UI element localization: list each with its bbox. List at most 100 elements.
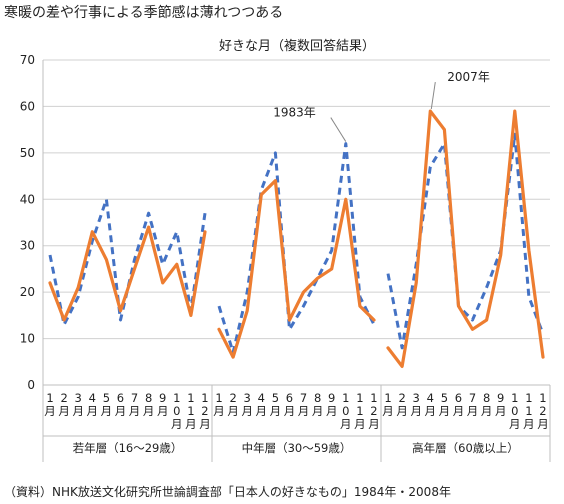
x-tick-label: 5 <box>441 391 448 405</box>
gridlines <box>42 59 550 386</box>
x-tick-label: 月 <box>481 404 493 418</box>
x-tick-label: 月 <box>326 404 338 418</box>
x-tick-label: 7 <box>300 391 307 405</box>
x-tick-label: 3 <box>75 391 82 405</box>
x-tick-label: 1 <box>215 391 222 405</box>
x-tick-label: 月 <box>129 404 141 418</box>
x-tick-label: 月 <box>368 417 380 431</box>
x-tick-label: 月 <box>227 404 239 418</box>
x-tick-label: 月 <box>58 404 70 418</box>
x-tick-label: 1 <box>370 391 377 405</box>
x-tick-label: 0 <box>342 404 349 418</box>
x-tick-label: 1 <box>46 391 53 405</box>
group-label: 高年層（60歳以上） <box>412 441 519 455</box>
x-tick-label: 月 <box>396 404 408 418</box>
x-tick-label: 3 <box>244 391 251 405</box>
x-tick-label: 2 <box>201 404 208 418</box>
annotation-leader <box>430 81 436 110</box>
x-tick-label: 1 <box>539 391 546 405</box>
x-tick-label: 7 <box>131 391 138 405</box>
x-tick-label: 月 <box>298 404 310 418</box>
x-tick-label: 月 <box>72 404 84 418</box>
annotation-label: 2007年 <box>447 70 490 84</box>
chart-title: 好きな月（複数回答結果） <box>219 38 375 54</box>
x-tick-label: 2 <box>229 391 236 405</box>
x-tick-label: 月 <box>101 404 113 418</box>
x-tick-label: 9 <box>159 391 166 405</box>
x-tick-label: 8 <box>145 391 152 405</box>
page-title: 寒暖の差や行事による季節感は薄れつつある <box>4 5 284 21</box>
x-tick-label: 2 <box>60 391 67 405</box>
x-tick-label: 1 <box>525 404 532 418</box>
x-tick-label: 月 <box>87 404 99 418</box>
y-axis: 0 10 20 30 40 50 60 70 <box>20 53 35 392</box>
x-tick-label: 2 <box>398 391 405 405</box>
x-tick-label: 5 <box>103 391 110 405</box>
x-tick-label: 6 <box>117 391 124 405</box>
x-axis: 1月2月3月4月5月6月7月8月9月10月11月12月1月2月3月4月5月6月7… <box>42 385 551 462</box>
y-tick-label: 60 <box>20 99 35 113</box>
x-tick-label: 1 <box>525 391 532 405</box>
x-tick-label: 月 <box>143 404 155 418</box>
annotation-label: 1983年 <box>273 106 316 120</box>
series-line-solid <box>217 179 376 359</box>
x-tick-label: 月 <box>453 404 465 418</box>
y-tick-label: 20 <box>20 285 35 299</box>
x-tick-label: 月 <box>523 417 535 431</box>
x-tick-label: 月 <box>439 404 451 418</box>
x-tick-label: 1 <box>356 404 363 418</box>
y-tick-label: 50 <box>20 146 35 160</box>
x-tick-label: 8 <box>314 391 321 405</box>
series-line-solid <box>386 109 545 368</box>
series-line-dashed <box>217 142 376 354</box>
x-tick-label: 9 <box>497 391 504 405</box>
x-tick-label: 9 <box>328 391 335 405</box>
x-tick-label: 2 <box>539 404 546 418</box>
x-tick-label: 月 <box>495 404 507 418</box>
x-tick-label: 4 <box>89 391 96 405</box>
x-tick-label: 0 <box>173 404 180 418</box>
x-tick-label: 2 <box>370 404 377 418</box>
x-tick-label: 月 <box>354 417 366 431</box>
x-tick-label: 月 <box>467 404 479 418</box>
group-label: 若年層（16〜29歳） <box>73 441 183 455</box>
x-tick-label: 月 <box>44 404 56 418</box>
x-tick-label: 月 <box>199 417 211 431</box>
x-tick-label: 1 <box>187 391 194 405</box>
x-tick-label: 月 <box>171 417 183 431</box>
series-line-dashed <box>386 132 545 350</box>
x-tick-label: 月 <box>213 404 225 418</box>
x-tick-label: 月 <box>256 404 268 418</box>
series-lines <box>48 109 545 368</box>
y-tick-label: 0 <box>27 378 35 392</box>
x-tick-label: 4 <box>427 391 434 405</box>
x-tick-label: 月 <box>382 404 394 418</box>
source-note: （資料）NHK放送文化研究所世論調査部「日本人の好きなもの」1984年・2008… <box>4 485 451 499</box>
x-tick-label: 月 <box>284 404 296 418</box>
series-line-solid <box>48 225 207 322</box>
x-tick-label: 1 <box>511 391 518 405</box>
x-tick-label: 月 <box>410 404 422 418</box>
x-tick-label: 1 <box>201 391 208 405</box>
x-tick-label: 1 <box>356 391 363 405</box>
x-tick-label: 0 <box>511 404 518 418</box>
x-tick-label: 月 <box>425 404 437 418</box>
x-tick-label: 月 <box>270 404 282 418</box>
x-tick-label: 1 <box>342 391 349 405</box>
x-tick-label: 月 <box>241 404 253 418</box>
x-tick-label: 6 <box>455 391 462 405</box>
annotation-leader <box>330 117 347 142</box>
y-tick-label: 30 <box>20 239 35 253</box>
x-tick-label: 月 <box>537 417 549 431</box>
x-tick-label: 月 <box>509 417 521 431</box>
x-tick-label: 月 <box>185 417 197 431</box>
x-tick-label: 月 <box>115 404 127 418</box>
x-tick-label: 1 <box>384 391 391 405</box>
x-tick-label: 4 <box>258 391 265 405</box>
annotations: 1983年 2007年 <box>273 70 490 142</box>
x-tick-label: 月 <box>157 404 169 418</box>
x-tick-label: 6 <box>286 391 293 405</box>
series-line-dashed <box>48 197 207 327</box>
y-tick-label: 70 <box>20 53 35 67</box>
